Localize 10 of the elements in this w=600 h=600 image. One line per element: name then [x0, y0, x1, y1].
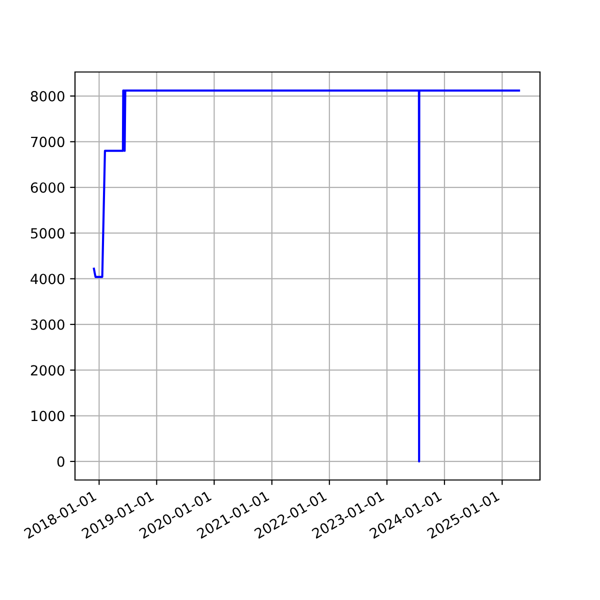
line-series: [92, 90, 520, 462]
y-tick-label: 6000: [30, 182, 64, 193]
y-tick-label: 2000: [30, 365, 64, 376]
y-tick-label: 4000: [30, 274, 64, 284]
y-tick-label: 0: [57, 456, 64, 467]
y-tick-label: 8000: [30, 90, 64, 102]
y-tick-label: 5000: [31, 228, 64, 239]
y-tick-label: 7000: [31, 136, 64, 148]
y-tick-label: 3000: [30, 319, 64, 330]
y-tick-label: 1000: [31, 410, 64, 422]
